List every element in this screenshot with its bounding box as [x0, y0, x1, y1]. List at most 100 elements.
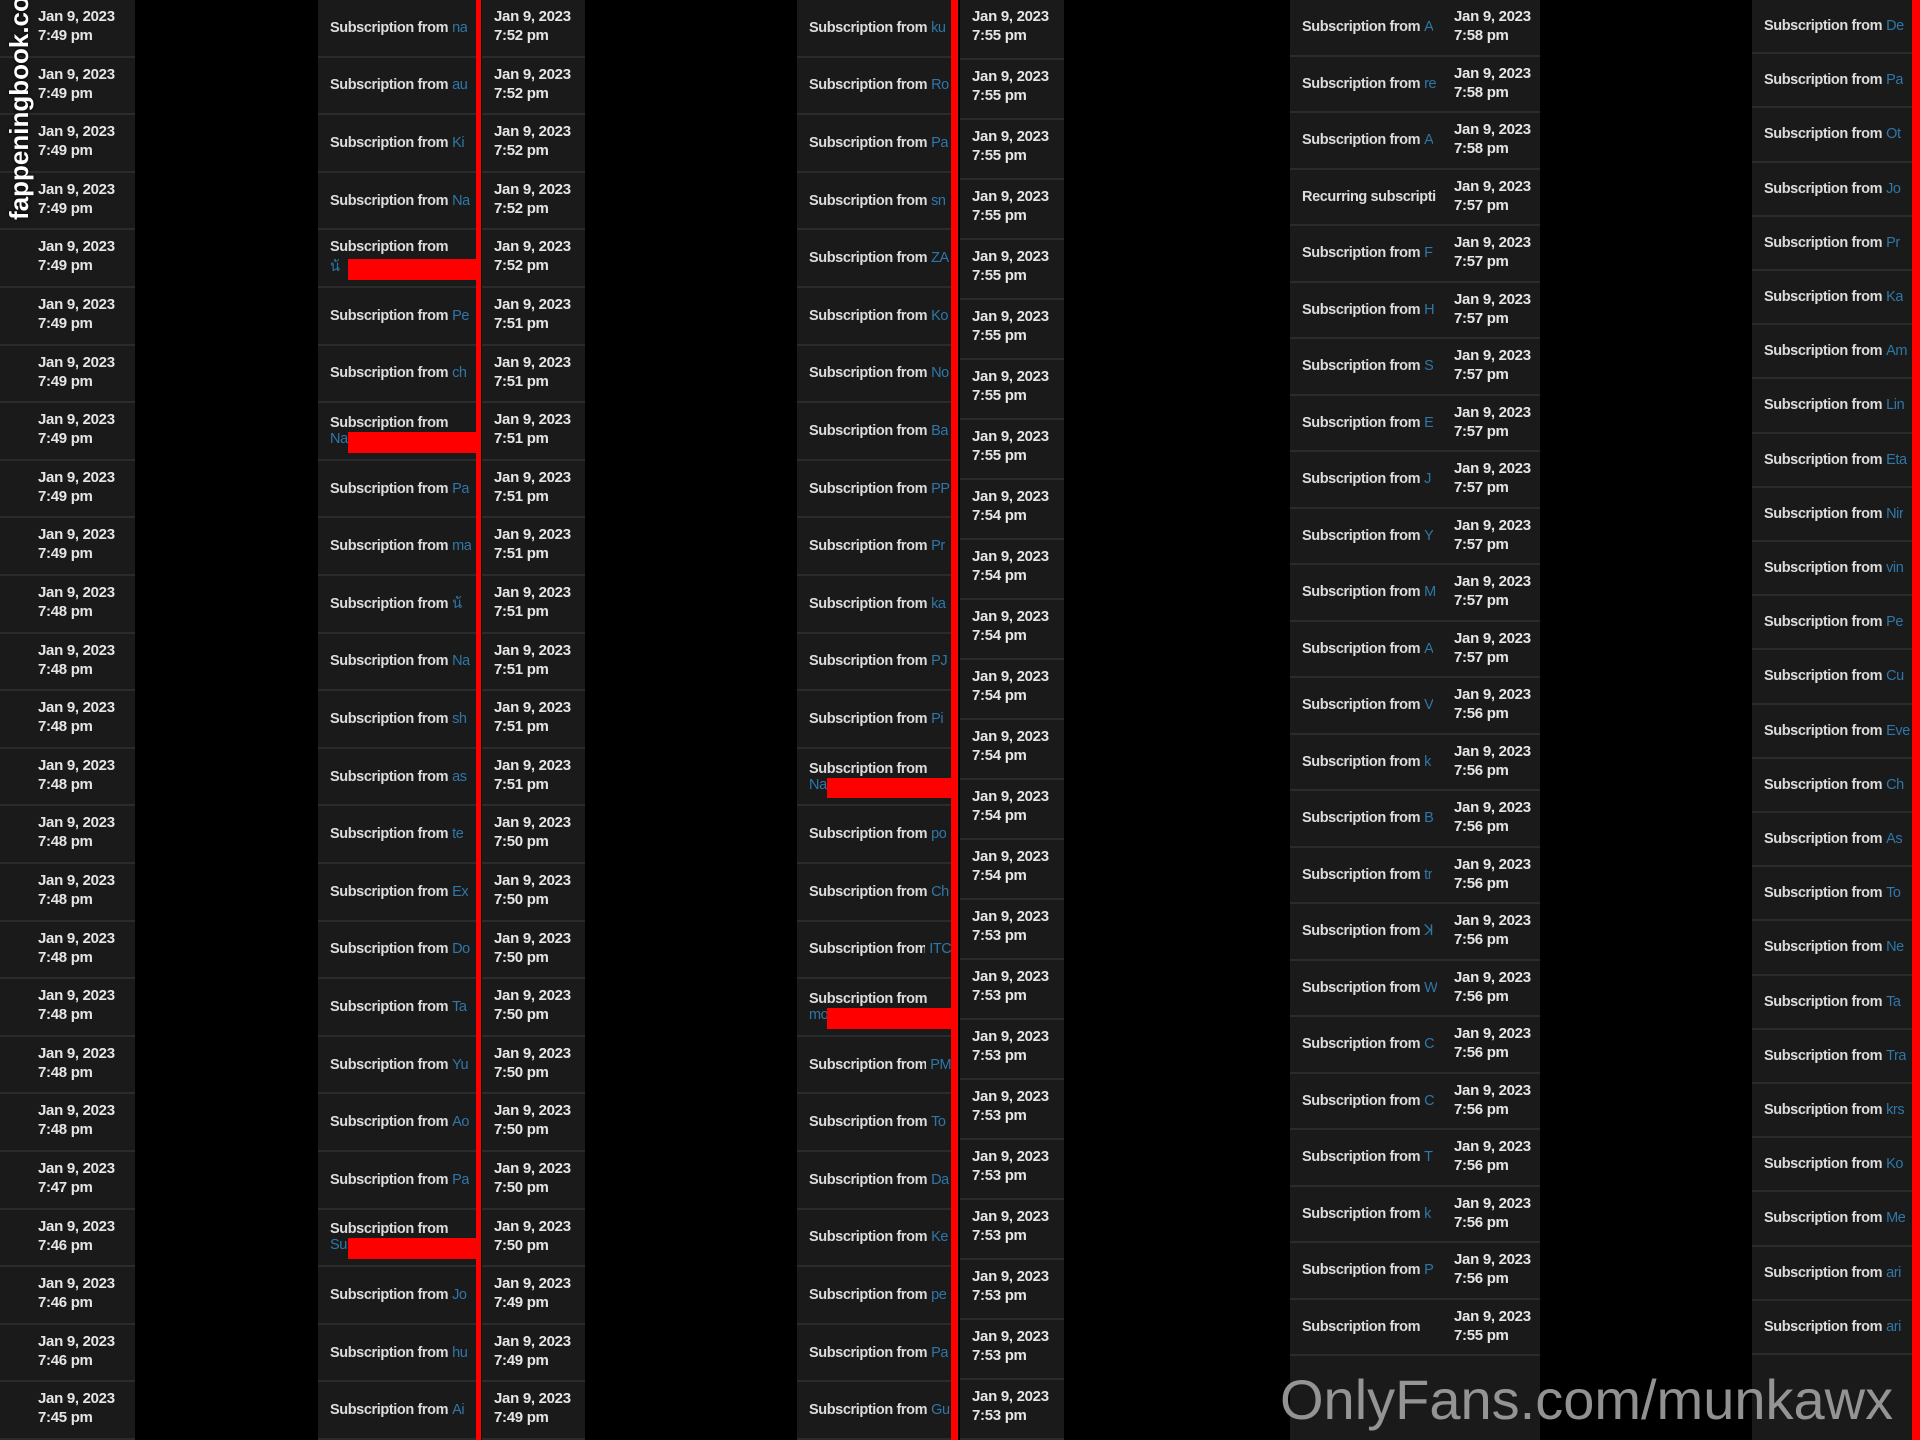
transaction-row[interactable]: Subscription from Ka [1752, 271, 1912, 326]
transaction-row[interactable]: Subscription from Ko [797, 288, 951, 346]
transaction-row[interactable]: Subscription from PM [797, 1037, 951, 1095]
transaction-row[interactable]: Subscription from Am [1752, 325, 1912, 380]
transaction-row[interactable]: Subscription from Na [318, 173, 476, 231]
transaction-row[interactable]: Subscription from Pe [1752, 596, 1912, 651]
transaction-row[interactable]: Subscription from k [1290, 735, 1442, 791]
transaction-row[interactable]: Subscription from W [1290, 961, 1442, 1017]
transaction-row[interactable]: Subscription from na [318, 0, 476, 58]
transaction-row[interactable]: Subscription from Do [318, 922, 476, 980]
transaction-row[interactable]: Subscription from Tra [1752, 1030, 1912, 1084]
transaction-row[interactable]: Subscription from Ai [318, 1382, 476, 1440]
transaction-row[interactable]: Subscription from De [1752, 0, 1912, 55]
transaction-row[interactable]: Subscription from ITC [797, 922, 951, 980]
transaction-row[interactable]: Subscription from Ta [318, 979, 476, 1037]
transaction-row[interactable]: Subscription from pe [797, 1267, 951, 1325]
transaction-row[interactable]: Subscription from sh [318, 691, 476, 749]
transaction-row[interactable]: Subscription from As [1752, 813, 1912, 868]
transaction-row[interactable]: Subscription from ku [797, 0, 951, 58]
transaction-row[interactable]: Subscription from Pe [318, 288, 476, 346]
transaction-row[interactable]: Subscription from M [1290, 565, 1442, 622]
transaction-row[interactable]: Subscription from Jo [318, 1267, 476, 1325]
transaction-row[interactable]: Subscription from E [1290, 396, 1442, 452]
transaction-row[interactable]: Subscription from ka [797, 576, 951, 634]
transaction-row[interactable]: Subscription from Pa [318, 461, 476, 519]
transaction-row[interactable]: Subscription from k [1290, 1187, 1442, 1243]
transaction-row[interactable]: Subscription from T [1290, 1130, 1442, 1187]
transaction-row[interactable]: Subscription from To [797, 1094, 951, 1152]
transaction-row[interactable]: Subscription from krs [1752, 1084, 1912, 1139]
transaction-row[interactable]: Subscription from To [1752, 867, 1912, 922]
transaction-row[interactable]: Subscription from Ke [797, 1210, 951, 1268]
transaction-row[interactable]: Subscription from Nir [1752, 488, 1912, 542]
transaction-row[interactable]: Subscription from Su [318, 1210, 476, 1268]
transaction-row[interactable]: Subscription from Ta [1752, 976, 1912, 1030]
transaction-row[interactable]: Subscription from A [1290, 0, 1442, 57]
transaction-row[interactable]: Subscription from Lin [1752, 379, 1912, 434]
transaction-row[interactable]: Subscription from No [797, 346, 951, 404]
transaction-row[interactable]: Subscription from Ex [318, 864, 476, 922]
transaction-row[interactable]: Subscription from H [1290, 283, 1442, 339]
transaction-row[interactable]: Subscription from C [1290, 1074, 1442, 1130]
transaction-row[interactable]: Subscription from น้ [318, 230, 476, 288]
transaction-row[interactable]: Subscription from Ki [318, 115, 476, 173]
transaction-row[interactable]: Subscription from Pa [797, 115, 951, 173]
transaction-row[interactable]: Subscription from Na [318, 634, 476, 692]
transaction-row[interactable]: Subscription from Pr [1752, 217, 1912, 271]
transaction-row[interactable]: Subscription from tr [1290, 848, 1442, 904]
transaction-row[interactable]: Subscription from A [1290, 622, 1442, 678]
transaction-row[interactable]: Subscription from po [797, 806, 951, 864]
transaction-row[interactable]: Subscription from Gu [797, 1382, 951, 1440]
transaction-row[interactable]: Subscription from Pa [797, 1325, 951, 1383]
transaction-row[interactable]: Subscription from mo [797, 979, 951, 1037]
transaction-row[interactable]: Subscription from S [1290, 339, 1442, 396]
transaction-row[interactable]: Subscription from au [318, 58, 476, 116]
transaction-row[interactable]: Subscription from as [318, 749, 476, 807]
transaction-row[interactable]: Subscription from Pr [797, 518, 951, 576]
transaction-row[interactable]: Subscription from Eta [1752, 434, 1912, 488]
transaction-row[interactable]: Subscription from [1290, 1300, 1442, 1356]
transaction-row[interactable]: Subscription from Ba [797, 403, 951, 461]
transaction-row[interactable]: Subscription from P [1290, 1243, 1442, 1300]
transaction-row[interactable]: Subscription from ZA [797, 230, 951, 288]
transaction-row[interactable]: Subscription from ma [318, 518, 476, 576]
transaction-row[interactable]: Subscription from Pa [1752, 54, 1912, 109]
transaction-row[interactable]: Subscription from Ko [1752, 1138, 1912, 1193]
transaction-row[interactable]: Subscription from V [1290, 678, 1442, 735]
transaction-row[interactable]: Subscription from A [1290, 113, 1442, 170]
transaction-row[interactable]: Subscription from Ch [797, 864, 951, 922]
transaction-row[interactable]: Subscription from F [1290, 226, 1442, 283]
transaction-row[interactable]: Subscription from Na [797, 749, 951, 807]
transaction-row[interactable]: Subscription from re [1290, 57, 1442, 113]
transaction-row[interactable]: Subscription from te [318, 806, 476, 864]
transaction-row[interactable]: Subscription from Da [797, 1152, 951, 1210]
transaction-row[interactable]: Subscription from Eve [1752, 705, 1912, 759]
transaction-row[interactable]: Subscription from Me [1752, 1192, 1912, 1247]
transaction-row[interactable]: Subscription from Pi [797, 691, 951, 749]
transaction-row[interactable]: Subscription from Y [1290, 509, 1442, 565]
transaction-row[interactable]: Subscription from ari [1752, 1247, 1912, 1301]
transaction-row[interactable]: Subscription from Ne [1752, 921, 1912, 976]
transaction-row[interactable]: Subscription from J [1290, 452, 1442, 509]
transaction-row[interactable]: Subscription from Ao [318, 1094, 476, 1152]
transaction-row[interactable]: Subscription from Ro [797, 58, 951, 116]
transaction-row[interactable]: Subscription from น้ [318, 576, 476, 634]
transaction-row[interactable]: Subscription from sn [797, 173, 951, 231]
transaction-row[interactable]: Subscription from ꓘ [1290, 904, 1442, 961]
transaction-row[interactable]: Subscription from C [1290, 1017, 1442, 1074]
transaction-row[interactable]: Subscription from PP [797, 461, 951, 519]
transaction-row[interactable]: Subscription from ch [318, 346, 476, 404]
transaction-row[interactable]: Subscription from Na [318, 403, 476, 461]
transaction-row[interactable]: Recurring subscripti [1290, 170, 1442, 226]
transaction-row[interactable]: Subscription from Jo [1752, 163, 1912, 217]
transaction-row[interactable]: Subscription from vin [1752, 542, 1912, 597]
transaction-row[interactable]: Subscription from Yu [318, 1037, 476, 1095]
transaction-row[interactable]: Subscription from PJ [797, 634, 951, 692]
transaction-row[interactable]: Subscription from Ch [1752, 759, 1912, 813]
transaction-row[interactable]: Subscription from Cu [1752, 650, 1912, 705]
transaction-row[interactable]: Subscription from B [1290, 791, 1442, 848]
transaction-row[interactable]: Subscription from hu [318, 1325, 476, 1383]
transaction-row[interactable]: Subscription from Pa [318, 1152, 476, 1210]
transaction-row[interactable]: Subscription from ari [1752, 1301, 1912, 1355]
transaction-label: Subscription from [809, 134, 928, 151]
transaction-row[interactable]: Subscription from Ot [1752, 108, 1912, 163]
